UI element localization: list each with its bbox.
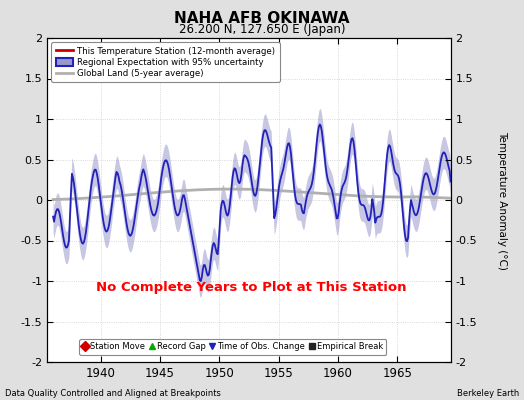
Text: NAHA AFB OKINAWA: NAHA AFB OKINAWA	[174, 11, 350, 26]
Text: Berkeley Earth: Berkeley Earth	[456, 389, 519, 398]
Legend: Station Move, Record Gap, Time of Obs. Change, Empirical Break: Station Move, Record Gap, Time of Obs. C…	[79, 339, 386, 354]
Text: Data Quality Controlled and Aligned at Breakpoints: Data Quality Controlled and Aligned at B…	[5, 389, 221, 398]
Y-axis label: Temperature Anomaly (°C): Temperature Anomaly (°C)	[497, 130, 507, 270]
Text: No Complete Years to Plot at This Station: No Complete Years to Plot at This Statio…	[95, 281, 406, 294]
Text: 26.200 N, 127.650 E (Japan): 26.200 N, 127.650 E (Japan)	[179, 23, 345, 36]
